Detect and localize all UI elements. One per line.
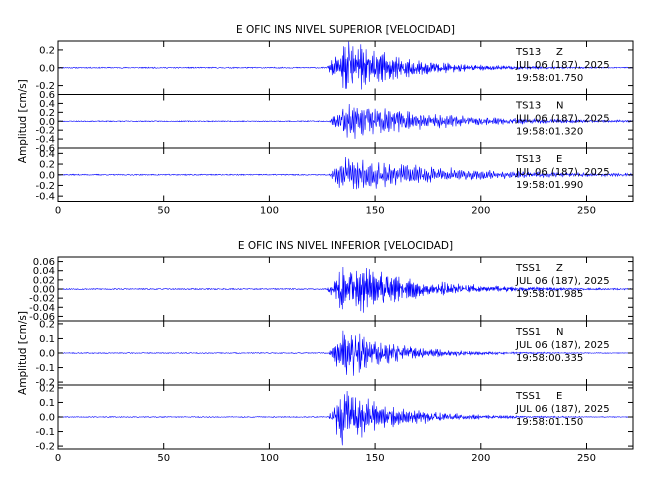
station-code: TS13: [515, 101, 541, 112]
x-tick-label: 0: [55, 206, 61, 217]
y-tick-label: 0.0: [39, 413, 55, 424]
y-tick-label: -0.2: [35, 81, 55, 92]
record-time: 19:58:01.985: [516, 289, 583, 300]
y-tick-label: 0.2: [39, 160, 55, 171]
trace-ts13-e: [57, 156, 634, 190]
trace-tss1-n: [57, 330, 634, 376]
x-tick-label: 150: [366, 453, 385, 464]
x-tick-label: 0: [55, 453, 61, 464]
chart-title: E OFIC INS NIVEL SUPERIOR [VELOCIDAD]: [236, 24, 455, 36]
record-date: JUL 06 (187), 2025: [515, 404, 610, 415]
record-date: JUL 06 (187), 2025: [515, 276, 610, 287]
y-tick-label: 0.0: [39, 63, 55, 74]
y-tick-label: 0.4: [39, 149, 55, 160]
y-tick-label: -0.1: [35, 427, 55, 438]
y-tick-label: 0.06: [33, 257, 55, 268]
record-time: 19:58:00.335: [516, 353, 583, 364]
y-tick-label: 0.1: [39, 398, 55, 409]
component-label: E: [556, 391, 562, 402]
y-axis-label: Amplitud [cm/s]: [17, 311, 29, 395]
y-tick-label: 0.04: [33, 266, 55, 277]
record-time: 19:58:01.990: [516, 180, 583, 191]
component-label: Z: [556, 263, 563, 274]
trace-ts13-n: [57, 103, 634, 139]
x-tick-label: 200: [471, 453, 490, 464]
record-date: JUL 06 (187), 2025: [515, 60, 610, 71]
record-time: 19:58:01.750: [516, 73, 583, 84]
x-tick-label: 50: [157, 206, 170, 217]
record-date: JUL 06 (187), 2025: [515, 167, 610, 178]
y-tick-label: 0.02: [33, 275, 55, 286]
trace-tss1-e: [57, 390, 634, 446]
x-tick-label: 100: [260, 453, 279, 464]
y-tick-label: 0.2: [39, 108, 55, 119]
y-tick-label: -0.6: [35, 144, 55, 155]
x-tick-label: 100: [260, 206, 279, 217]
station-code: TSS1: [515, 327, 541, 338]
y-tick-label: -0.2: [35, 181, 55, 192]
station-code: TS13: [515, 154, 541, 165]
y-tick-label: -0.2: [35, 442, 55, 453]
x-tick-label: 150: [366, 206, 385, 217]
x-tick-label: 250: [577, 206, 596, 217]
y-tick-label: 0.1: [39, 334, 55, 345]
y-tick-label: 0.0: [39, 349, 55, 360]
y-tick-label: 0.0: [39, 170, 55, 181]
y-tick-label: 0.2: [39, 319, 55, 330]
y-tick-label: 0.2: [39, 383, 55, 394]
y-tick-label: 0.6: [39, 90, 55, 101]
y-tick-label: -0.06: [29, 312, 55, 323]
station-code: TS13: [515, 47, 541, 58]
chart-title: E OFIC INS NIVEL INFERIOR [VELOCIDAD]: [238, 240, 453, 252]
trace-tss1-z: [57, 266, 634, 313]
record-time: 19:58:01.320: [516, 127, 583, 138]
record-time: 19:58:01.150: [516, 417, 583, 428]
x-tick-label: 50: [157, 453, 170, 464]
component-label: N: [556, 327, 563, 338]
y-tick-label: 0.2: [39, 45, 55, 56]
y-tick-label: 0.4: [39, 99, 55, 110]
y-tick-label: -0.4: [35, 135, 55, 146]
station-code: TSS1: [515, 391, 541, 402]
component-label: E: [556, 154, 562, 165]
y-tick-label: -0.04: [29, 303, 55, 314]
y-tick-label: -0.02: [29, 294, 55, 305]
component-label: N: [556, 101, 563, 112]
y-tick-label: 0.00: [33, 285, 55, 296]
y-tick-label: -0.2: [35, 126, 55, 137]
y-tick-label: -0.2: [35, 378, 55, 389]
y-tick-label: -0.4: [35, 192, 55, 203]
y-axis-label: Amplitud [cm/s]: [17, 79, 29, 163]
x-tick-label: 250: [577, 453, 596, 464]
station-code: TSS1: [515, 263, 541, 274]
y-tick-label: 0.0: [39, 117, 55, 128]
trace-ts13-z: [58, 41, 634, 90]
record-date: JUL 06 (187), 2025: [515, 340, 610, 351]
component-label: Z: [556, 47, 563, 58]
record-date: JUL 06 (187), 2025: [515, 114, 610, 125]
x-tick-label: 200: [471, 206, 490, 217]
y-tick-label: -0.1: [35, 363, 55, 374]
